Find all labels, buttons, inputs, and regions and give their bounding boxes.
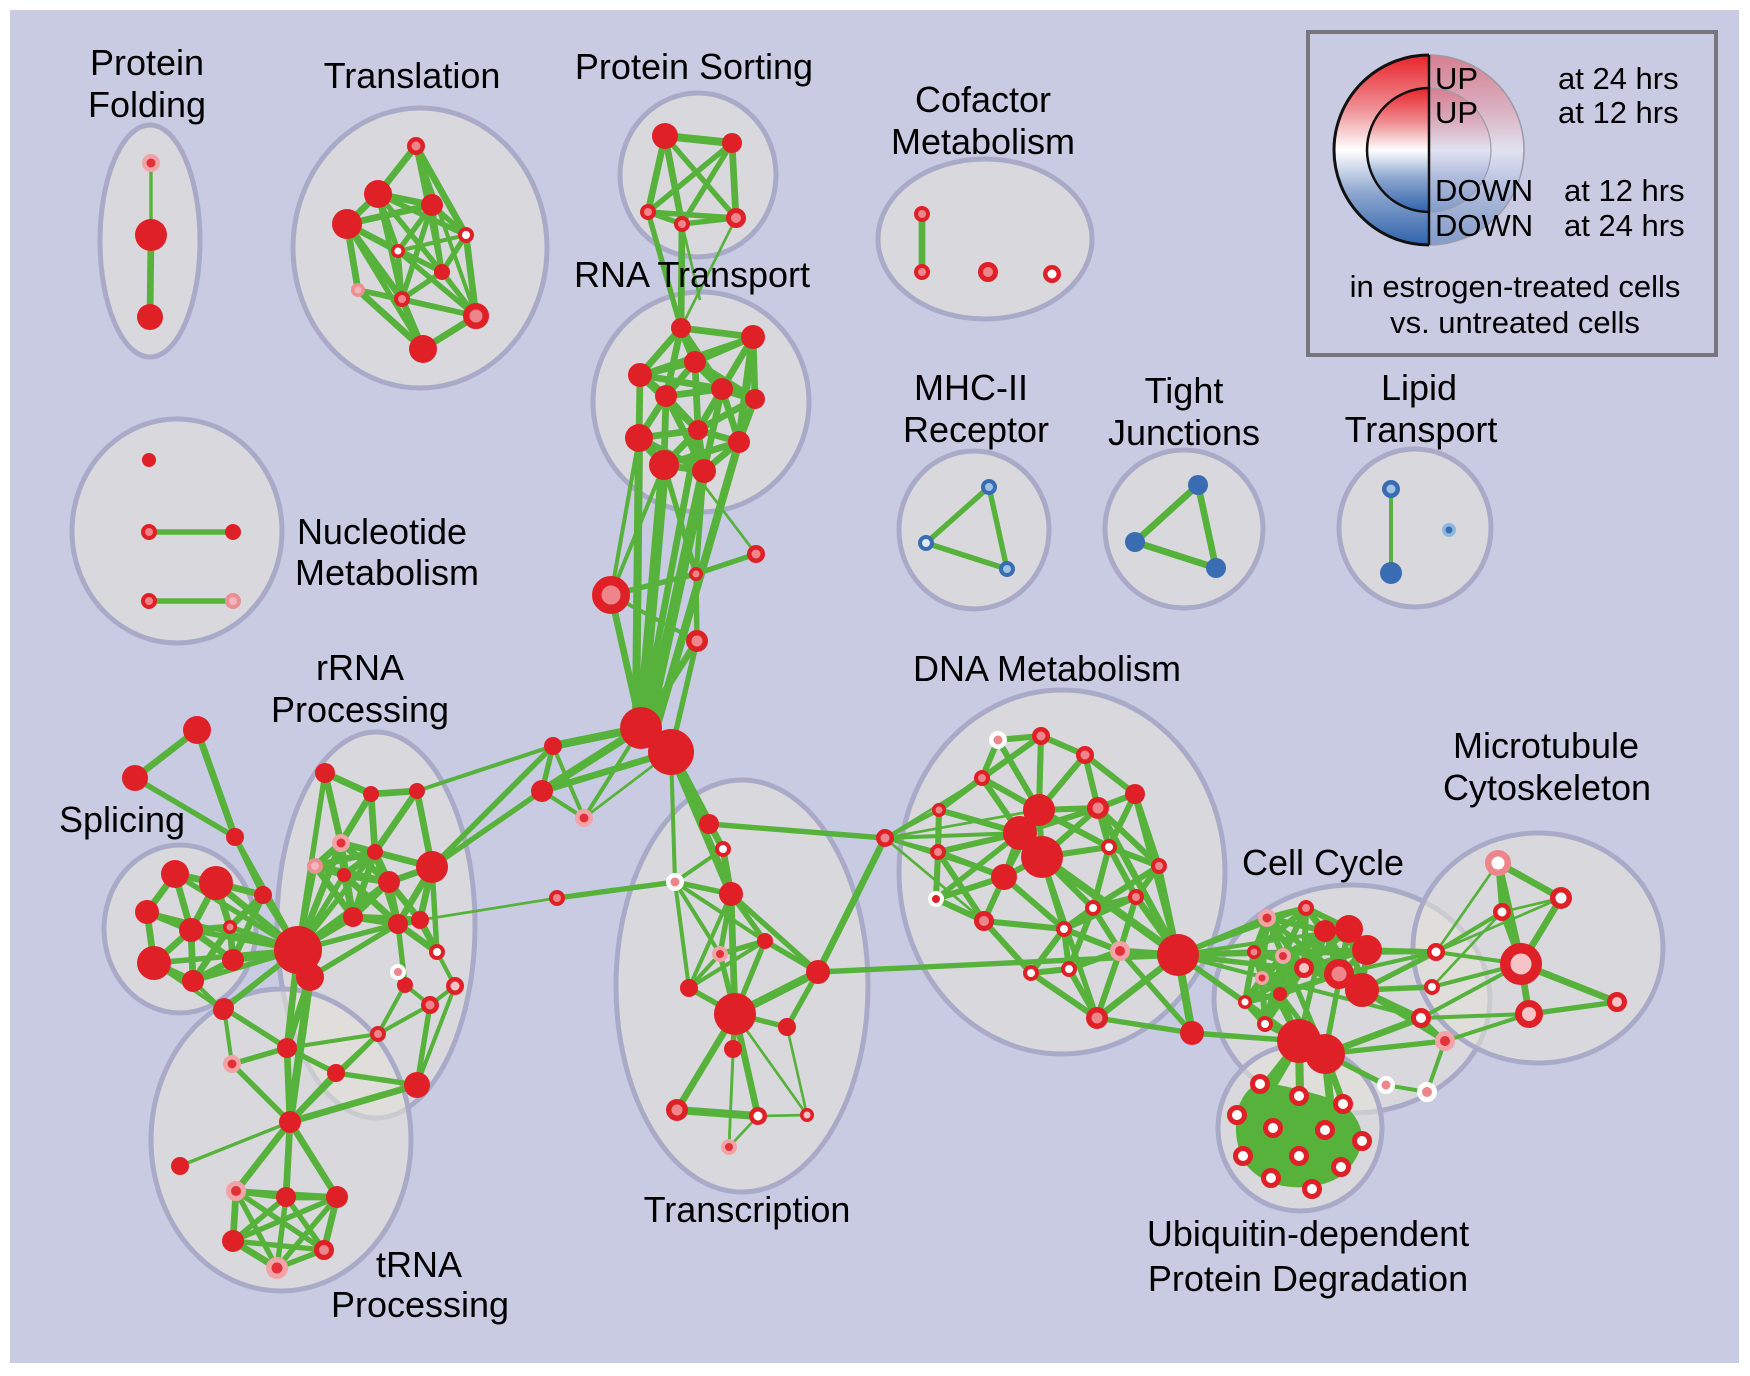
- svg-text:Microtubule: Microtubule: [1453, 725, 1639, 766]
- svg-text:Cell Cycle: Cell Cycle: [1242, 842, 1404, 883]
- svg-text:DOWN: DOWN: [1435, 208, 1533, 243]
- svg-text:Metabolism: Metabolism: [891, 121, 1075, 162]
- svg-text:Cofactor: Cofactor: [915, 79, 1051, 120]
- svg-text:at 24 hrs: at 24 hrs: [1564, 208, 1685, 243]
- svg-text:Receptor: Receptor: [903, 409, 1049, 450]
- svg-text:Nucleotide: Nucleotide: [297, 511, 467, 552]
- svg-text:RNA Transport: RNA Transport: [574, 254, 810, 295]
- svg-text:at 12 hrs: at 12 hrs: [1564, 173, 1685, 208]
- svg-text:Transcription: Transcription: [644, 1189, 851, 1230]
- svg-text:Protein: Protein: [90, 42, 204, 83]
- svg-text:DOWN: DOWN: [1435, 173, 1533, 208]
- svg-text:UP: UP: [1435, 61, 1478, 96]
- svg-text:vs. untreated cells: vs. untreated cells: [1390, 305, 1640, 340]
- svg-text:Tight: Tight: [1145, 370, 1224, 411]
- svg-text:Processing: Processing: [331, 1284, 509, 1325]
- svg-text:at 12 hrs: at 12 hrs: [1558, 95, 1679, 130]
- svg-text:Protein Sorting: Protein Sorting: [575, 46, 813, 87]
- svg-text:at 24 hrs: at 24 hrs: [1558, 61, 1679, 96]
- svg-text:Transport: Transport: [1345, 409, 1498, 450]
- svg-text:Protein Degradation: Protein Degradation: [1148, 1258, 1468, 1299]
- svg-text:tRNA: tRNA: [376, 1244, 462, 1285]
- svg-text:Lipid: Lipid: [1381, 367, 1457, 408]
- svg-text:Folding: Folding: [88, 84, 206, 125]
- svg-text:Metabolism: Metabolism: [295, 552, 479, 593]
- svg-text:Translation: Translation: [324, 55, 501, 96]
- svg-text:UP: UP: [1435, 95, 1478, 130]
- svg-text:Cytoskeleton: Cytoskeleton: [1443, 767, 1651, 808]
- svg-text:MHC-II: MHC-II: [914, 367, 1028, 408]
- svg-text:DNA Metabolism: DNA Metabolism: [913, 648, 1181, 689]
- svg-text:in estrogen-treated cells: in estrogen-treated cells: [1350, 269, 1681, 304]
- svg-text:Processing: Processing: [271, 689, 449, 730]
- svg-text:Ubiquitin-dependent: Ubiquitin-dependent: [1147, 1213, 1469, 1254]
- svg-text:rRNA: rRNA: [316, 647, 404, 688]
- svg-text:Splicing: Splicing: [59, 799, 185, 840]
- svg-text:Junctions: Junctions: [1108, 412, 1260, 453]
